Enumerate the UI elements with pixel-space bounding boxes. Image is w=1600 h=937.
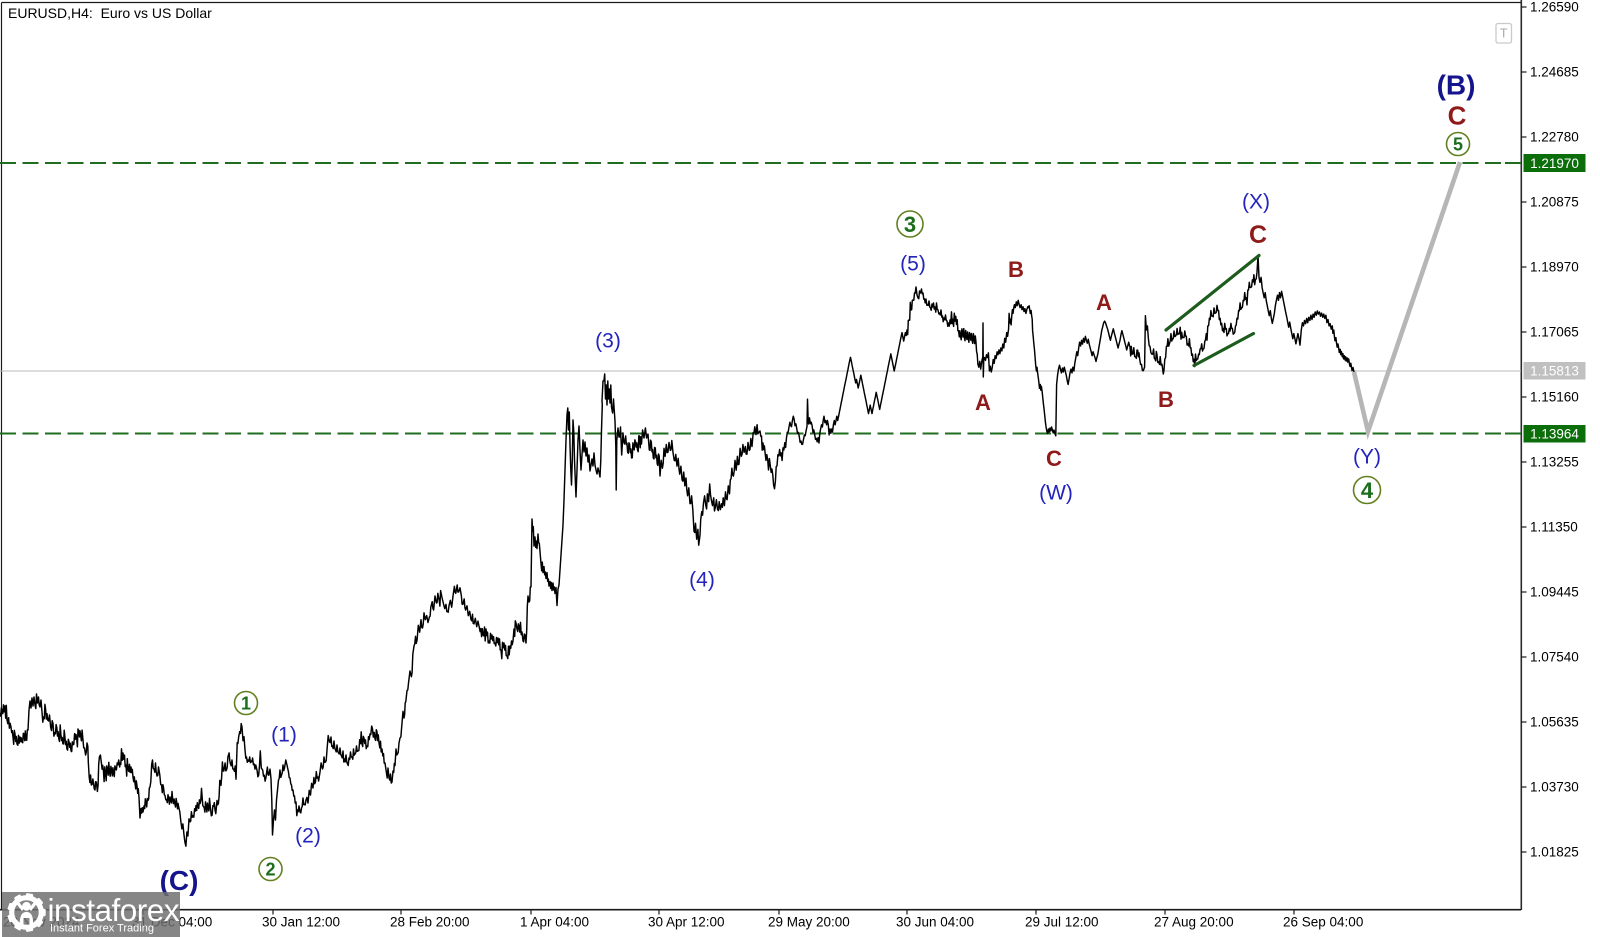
svg-text:1.05635: 1.05635 [1530, 715, 1579, 730]
svg-text:(4): (4) [689, 569, 715, 592]
svg-text:30 Apr 12:00: 30 Apr 12:00 [648, 915, 725, 930]
svg-text:instaforex: instaforex [48, 892, 180, 928]
svg-text:4: 4 [1361, 478, 1374, 503]
svg-text:29 May 20:00: 29 May 20:00 [768, 915, 850, 930]
svg-text:B: B [1158, 387, 1174, 412]
svg-text:1.26590: 1.26590 [1530, 0, 1579, 15]
svg-text:1.18970: 1.18970 [1530, 260, 1579, 275]
svg-text:1.20875: 1.20875 [1530, 195, 1579, 210]
svg-text:1.07540: 1.07540 [1530, 650, 1579, 665]
svg-text:28 Feb 20:00: 28 Feb 20:00 [390, 915, 470, 930]
svg-text:1 Apr 04:00: 1 Apr 04:00 [520, 915, 589, 930]
svg-text:1.17065: 1.17065 [1530, 325, 1579, 340]
svg-text:27 Aug 20:00: 27 Aug 20:00 [1154, 915, 1234, 930]
svg-text:2: 2 [265, 859, 275, 879]
svg-text:1.01825: 1.01825 [1530, 845, 1579, 860]
svg-text:(B): (B) [1437, 70, 1476, 101]
svg-text:(W): (W) [1039, 482, 1073, 505]
svg-text:(2): (2) [295, 825, 321, 848]
svg-text:1.11350: 1.11350 [1530, 520, 1578, 535]
svg-text:(5): (5) [900, 253, 926, 276]
svg-text:29 Jul 12:00: 29 Jul 12:00 [1025, 915, 1099, 930]
svg-text:30 Jun 04:00: 30 Jun 04:00 [896, 915, 974, 930]
svg-text:1.13964: 1.13964 [1530, 427, 1579, 442]
svg-text:C: C [1046, 446, 1062, 471]
svg-text:T: T [1500, 27, 1508, 41]
svg-text:1.24685: 1.24685 [1530, 65, 1579, 80]
svg-text:1: 1 [241, 693, 251, 713]
svg-text:1.09445: 1.09445 [1530, 585, 1579, 600]
svg-text:Instant Forex Trading: Instant Forex Trading [50, 923, 154, 935]
svg-text:3: 3 [904, 212, 916, 237]
svg-text:A: A [975, 390, 991, 415]
svg-text:26 Sep 04:00: 26 Sep 04:00 [1283, 915, 1363, 930]
svg-text:1.03730: 1.03730 [1530, 780, 1579, 795]
svg-text:1.22780: 1.22780 [1530, 130, 1579, 145]
svg-text:1.21970: 1.21970 [1530, 156, 1579, 171]
svg-text:5: 5 [1453, 134, 1463, 154]
svg-text:(3): (3) [595, 330, 621, 353]
svg-text:(1): (1) [271, 724, 297, 747]
svg-text:(C): (C) [160, 865, 199, 896]
svg-text:30 Jan 12:00: 30 Jan 12:00 [262, 915, 340, 930]
svg-text:(Y): (Y) [1353, 446, 1381, 469]
svg-text:B: B [1008, 257, 1024, 282]
svg-text:EURUSD,H4: Euro vs US Dollar: EURUSD,H4: Euro vs US Dollar [8, 5, 212, 21]
svg-text:1.13255: 1.13255 [1530, 455, 1579, 470]
svg-text:C: C [1249, 221, 1267, 249]
svg-text:C: C [1448, 101, 1467, 131]
svg-text:A: A [1096, 290, 1112, 315]
svg-text:1.15813: 1.15813 [1530, 364, 1579, 379]
svg-text:(X): (X) [1242, 191, 1270, 214]
svg-text:1.15160: 1.15160 [1530, 390, 1579, 405]
